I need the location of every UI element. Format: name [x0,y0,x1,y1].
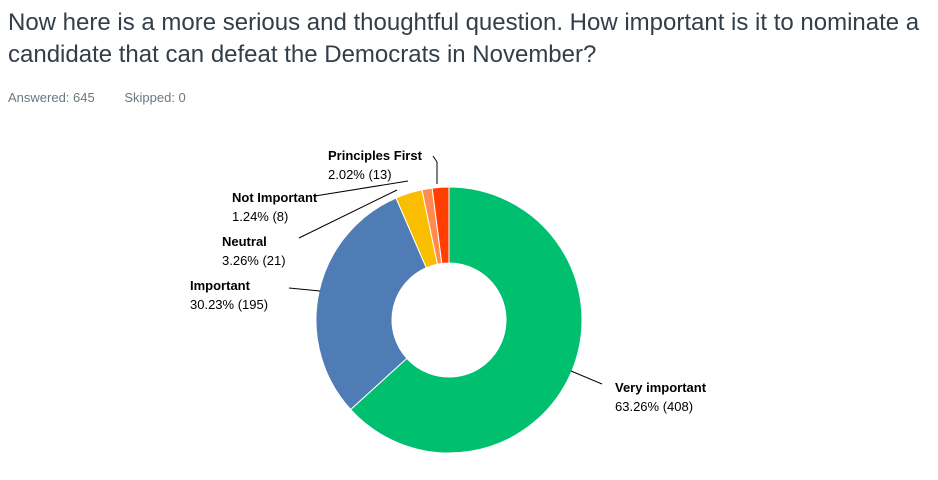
slice-very-important[interactable] [349,186,583,454]
chart-slices [315,186,583,454]
leader-line-very-important [570,370,603,385]
slice-label-name: Important [190,278,251,293]
leader-line-neutral [298,189,398,239]
chart-labels: Very important 63.26% (408) Important 30.23… [190,148,707,414]
slice-important[interactable] [315,197,427,411]
slice-principles-first[interactable] [431,186,450,265]
question-title: Now here is a more serious and thoughtfu… [8,9,920,68]
slice-label-value: 63.26% (408) [615,399,693,414]
slice-label-name: Not Important [232,190,318,205]
slice-label-name: Principles First [328,148,423,163]
leader-line-important [288,287,321,292]
slice-label-value: 3.26% (21) [222,253,286,268]
slice-label-value: 2.02% (13) [328,167,392,182]
skipped-count: Skipped: 0 [124,90,186,105]
slice-label-name: Very important [615,380,707,395]
response-stats: Answered: 645 Skipped: 0 [8,90,186,105]
slice-label-value: 30.23% (195) [190,297,268,312]
chart-leader-lines [288,155,603,385]
slice-label-name: Neutral [222,234,267,249]
slice-label-value: 1.24% (8) [232,209,288,224]
answered-count: Answered: 645 [8,90,95,105]
leader-line-principles-first [432,155,438,184]
leader-line-not-important [314,180,409,197]
